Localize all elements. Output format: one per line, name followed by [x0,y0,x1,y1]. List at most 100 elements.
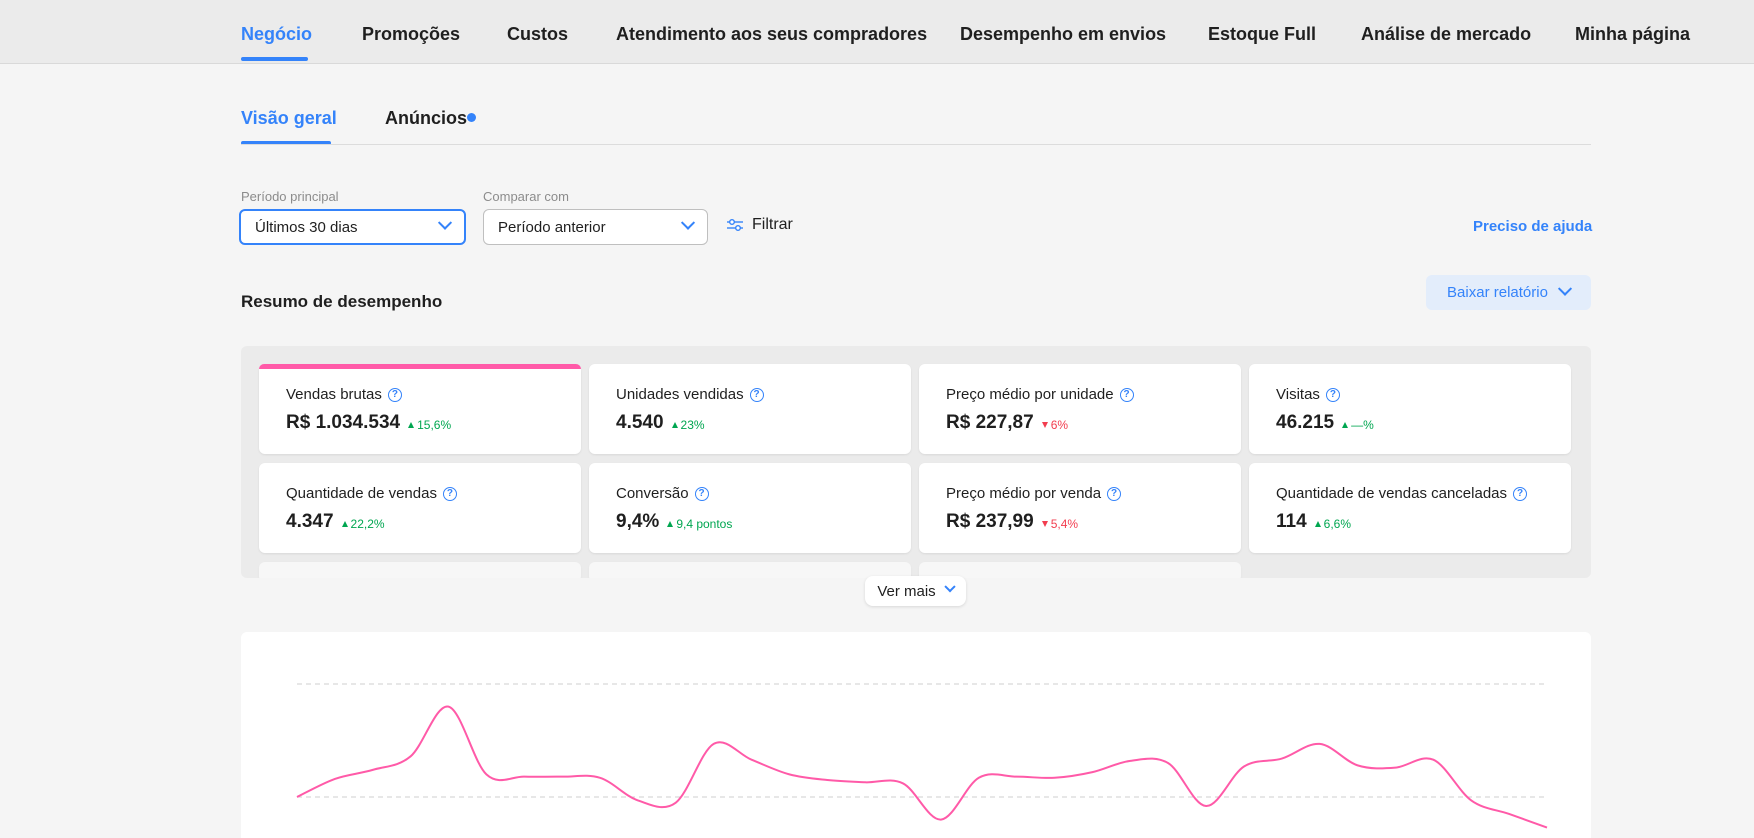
chevron-down-icon [1557,281,1573,296]
kpi-card[interactable]: Quantidade de vendas? 4.347 22,2% [259,463,581,553]
help-icon[interactable]: ? [749,387,764,402]
kpi-value-row: R$ 1.034.534 15,6% [286,412,581,434]
arrow-up-icon [408,422,415,428]
arrow-down-icon [1041,521,1048,527]
kpi-value: 4.347 [286,511,334,532]
kpi-card[interactable]: Conversão? 9,4% 9,4 pontos [589,463,911,553]
help-icon[interactable]: ? [1325,387,1340,402]
tab-custos[interactable]: Custos [507,24,569,44]
main-period-select[interactable]: Últimos 30 dias [239,209,466,245]
subtab-anuncios[interactable]: Anúncios [385,108,468,128]
arrow-up-icon [667,521,674,527]
kpi-label-text: Preço médio por unidade [946,386,1114,403]
tab-atendimento[interactable]: Atendimento aos seus compradores [616,24,928,44]
kpi-delta: 5,4% [1041,517,1079,531]
help-icon[interactable]: ? [694,486,709,501]
tab-promocoes[interactable]: Promoções [362,24,461,44]
active-tab-indicator [241,57,308,61]
summary-title: Resumo de desempenho [241,292,443,311]
kpi-value: R$ 227,87 [946,412,1034,433]
chevron-down-icon [680,215,696,230]
subtabs-divider [241,144,1591,145]
kpi-label-text: Visitas [1276,386,1320,403]
kpi-delta-value: 15,6% [417,418,452,432]
kpi-value-row: 4.347 22,2% [286,511,581,533]
see-more-button[interactable]: Ver mais [865,576,966,606]
compare-label: Comparar com [483,189,569,204]
download-label: Baixar relatório [1447,284,1548,301]
kpi-label: Preço médio por unidade? [946,386,1241,403]
chevron-down-icon [944,581,956,593]
help-icon[interactable]: ? [1119,387,1134,402]
arrow-up-icon [341,521,348,527]
tab-estoque-full[interactable]: Estoque Full [1208,24,1316,44]
kpi-card[interactable]: Unidades vendidas? 4.540 23% [589,364,911,454]
kpi-delta-value: 6,6% [1323,517,1352,531]
download-report-button[interactable]: Baixar relatório [1426,275,1591,310]
kpi-card[interactable]: Vendas brutas? R$ 1.034.534 15,6% [259,364,581,454]
sales-line-chart [296,683,1548,829]
kpi-value-row: 9,4% 9,4 pontos [616,511,911,533]
kpi-value-row: R$ 237,99 5,4% [946,511,1241,533]
kpi-value: 4.540 [616,412,664,433]
arrow-up-icon [1314,521,1321,527]
help-icon[interactable]: ? [1107,486,1122,501]
tab-analise-mercado[interactable]: Análise de mercado [1361,24,1532,44]
kpi-card[interactable]: Visitas? 46.215 —% [1249,364,1571,454]
subtab-visao-geral[interactable]: Visão geral [241,108,337,128]
tab-desempenho-envios[interactable]: Desempenho em envios [960,24,1167,44]
kpi-label-text: Quantidade de vendas [286,485,437,502]
kpi-delta: 23% [671,418,705,432]
kpi-label: Conversão? [616,485,911,502]
kpi-card[interactable]: Preço médio por unidade? R$ 227,87 6% [919,364,1241,454]
kpi-delta: 9,4 pontos [667,517,732,531]
kpi-delta-value: 9,4 pontos [676,517,733,531]
tab-minha-pagina[interactable]: Minha página [1575,24,1691,44]
kpi-delta: 6,6% [1314,517,1352,531]
help-icon[interactable]: ? [442,486,457,501]
help-icon[interactable]: ? [387,387,402,402]
main-period-label: Período principal [241,189,339,204]
sales-chart-panel [241,632,1591,838]
kpi-label-text: Vendas brutas [286,386,382,403]
arrow-up-icon [1342,422,1349,428]
kpi-label: Quantidade de vendas? [286,485,581,502]
kpi-delta: 22,2% [341,517,385,531]
tab-negocio[interactable]: Negócio [241,24,313,44]
kpi-label: Visitas? [1276,386,1571,403]
kpi-delta: 15,6% [408,418,451,432]
help-icon[interactable]: ? [1513,486,1528,501]
kpi-delta-value: 23% [680,418,705,432]
kpi-label: Quantidade de vendas canceladas? [1276,485,1571,502]
main-period-value: Últimos 30 dias [255,218,358,236]
notification-dot [467,113,476,122]
filter-button[interactable]: Filtrar [726,216,793,234]
series-line [296,705,1548,829]
kpi-delta-value: 5,4% [1050,517,1079,531]
kpi-card-partial [919,562,1241,578]
arrow-up-icon [671,422,678,428]
kpi-value: 9,4% [616,511,660,532]
help-link[interactable]: Preciso de ajuda [1473,218,1593,235]
kpi-card[interactable]: Quantidade de vendas canceladas? 114 6,6% [1249,463,1571,553]
kpi-label-text: Preço médio por venda [946,485,1102,502]
kpi-value: 46.215 [1276,412,1335,433]
compare-value: Período anterior [498,218,606,236]
kpi-label: Vendas brutas? [286,386,581,403]
kpi-delta-value: —% [1351,418,1374,432]
kpi-card[interactable]: Preço médio por venda? R$ 237,99 5,4% [919,463,1241,553]
kpi-value: R$ 1.034.534 [286,412,401,433]
kpi-label: Preço médio por venda? [946,485,1241,502]
kpi-delta: 6% [1041,418,1068,432]
compare-select[interactable]: Período anterior [483,209,708,245]
kpi-delta: —% [1342,418,1374,432]
kpi-value: R$ 237,99 [946,511,1034,532]
active-subtab-indicator [241,141,331,145]
kpi-value: 114 [1276,511,1307,532]
filter-label: Filtrar [752,216,793,233]
kpi-cards-panel: Vendas brutas? R$ 1.034.534 15,6% Unidades … [241,346,1591,578]
kpi-label-text: Unidades vendidas [616,386,744,403]
chevron-down-icon [437,215,453,230]
see-more-label: Ver mais [877,582,936,600]
kpi-value-row: 46.215 —% [1276,412,1571,434]
